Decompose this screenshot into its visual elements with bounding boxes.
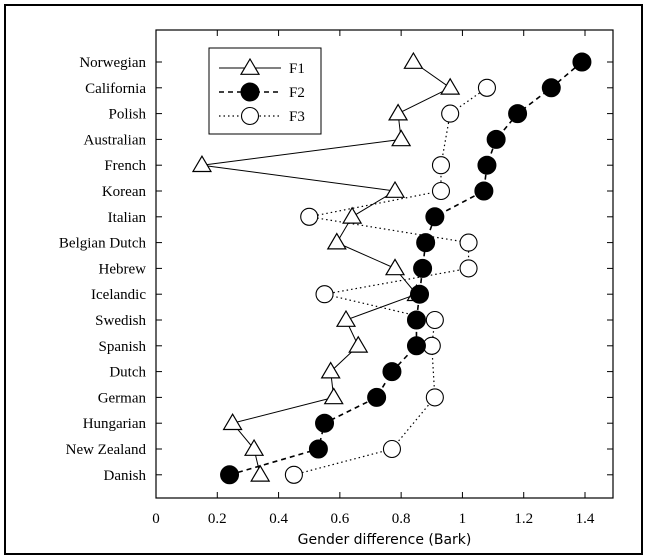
point-f2 [410,284,430,304]
point-f2 [425,207,445,227]
point-f1 [191,155,213,173]
point-f3 [284,465,303,484]
point-f2 [220,465,240,485]
point-f2 [406,310,426,330]
legend: F1 F2 F3 [208,47,322,135]
category-label: Polish [108,107,146,123]
point-f3 [382,439,402,459]
point-f1 [391,129,412,147]
point-f3 [300,207,319,226]
point-f1 [250,464,271,482]
legend-marker-f2 [240,82,260,102]
point-f3 [459,259,478,278]
category-label: French [104,158,146,174]
category-label: Korean [102,184,147,200]
point-f1 [384,258,406,276]
category-label: Belgian Dutch [59,236,147,252]
category-label: Danish [104,468,147,484]
point-f3 [431,156,451,175]
x-tick-label: 1.2 [514,511,533,527]
category-label: Norwegian [79,55,146,71]
point-f2 [315,413,335,433]
point-f1 [403,51,424,69]
category-label: German [98,390,147,406]
legend-marker-f3 [240,106,260,126]
x-tick-label: 0.4 [269,511,288,527]
legend-marker-f1 [239,57,261,75]
point-f2 [406,336,426,356]
legend-label-f1: F1 [289,61,305,77]
x-tick-label: 1 [459,511,467,527]
legend-box [208,47,322,135]
x-tick-label: 0.2 [208,511,227,527]
plot-border [155,29,614,499]
category-label: Icelandic [91,287,146,303]
point-f1 [244,438,265,456]
point-f2 [572,52,592,72]
point-f2 [367,387,387,407]
point-f2 [416,233,436,253]
point-f3 [477,78,496,97]
point-f1 [388,103,409,121]
category-label: Spanish [98,339,146,355]
x-tick-label: 1.4 [576,511,595,527]
point-f2 [486,129,506,149]
category-label: New Zealand [66,442,147,458]
x-axis-label: Gender difference (Bark) [298,532,472,548]
point-f2 [541,78,561,98]
point-f3 [425,388,444,407]
legend-label-f2: F2 [289,85,305,101]
category-label: Hungarian [83,416,147,432]
x-tick-label: 0.6 [330,511,349,527]
x-tick-label: 0.8 [392,511,411,527]
x-tick-label: 0 [152,511,160,527]
point-f1 [323,387,344,405]
point-f2 [382,362,402,382]
category-label: Italian [108,210,147,226]
point-f2 [308,439,328,459]
point-f3 [441,104,460,123]
point-f1 [342,206,363,224]
category-label: Australian [84,132,147,148]
point-f3 [425,310,444,330]
figure-frame [4,4,643,555]
point-f2 [477,155,497,175]
point-f2 [413,258,433,278]
category-label: Hebrew [99,261,147,277]
point-f3 [459,233,478,252]
point-f1 [326,232,347,250]
point-f2 [508,104,528,124]
point-f3 [431,181,451,201]
axes: 0 0.2 0.4 0.6 0.8 1 1.2 1.4 Norwegian California P… [59,29,614,527]
point-f1 [440,77,461,95]
point-f1 [335,309,357,327]
series-markers [191,51,592,485]
legend-label-f3: F3 [289,109,305,125]
point-f1 [348,335,369,353]
point-f1 [222,413,243,431]
point-f3 [315,285,334,304]
point-f1 [384,180,406,198]
point-f2 [474,181,494,201]
point-f1 [320,361,341,379]
category-label: Swedish [95,313,146,329]
category-label: Dutch [109,365,146,381]
category-label: California [85,81,146,97]
